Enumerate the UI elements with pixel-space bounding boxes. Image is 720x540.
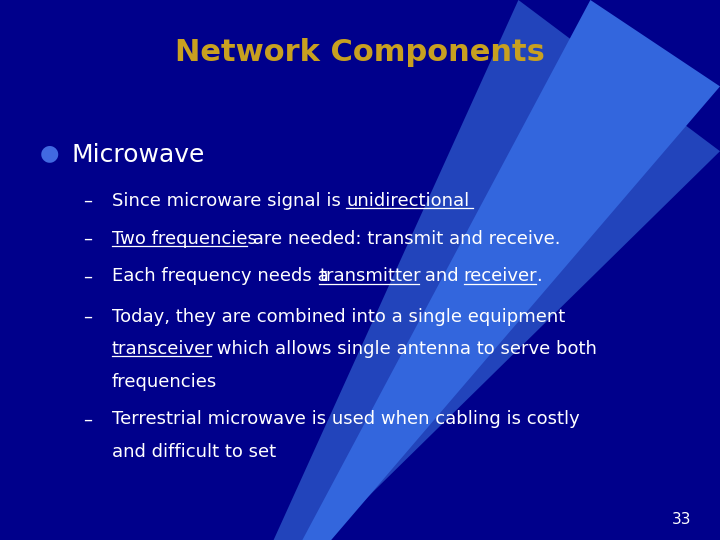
Text: transmitter: transmitter: [319, 267, 421, 285]
Text: transceiver: transceiver: [112, 340, 213, 358]
Text: –: –: [83, 267, 92, 285]
Text: –: –: [83, 410, 92, 428]
Text: frequencies: frequencies: [112, 373, 217, 390]
Polygon shape: [274, 0, 720, 540]
Text: Terrestrial microwave is used when cabling is costly: Terrestrial microwave is used when cabli…: [112, 410, 580, 428]
Text: unidirectional: unidirectional: [346, 192, 469, 210]
Text: –: –: [83, 192, 92, 210]
Text: –: –: [83, 308, 92, 326]
Text: Today, they are combined into a single equipment: Today, they are combined into a single e…: [112, 308, 565, 326]
Text: Each frequency needs a: Each frequency needs a: [112, 267, 334, 285]
Text: Since microware signal is: Since microware signal is: [112, 192, 346, 210]
Text: Network Components: Network Components: [175, 38, 545, 67]
Text: and: and: [418, 267, 464, 285]
Text: .: .: [536, 267, 541, 285]
Text: which allows single antenna to serve both: which allows single antenna to serve bot…: [211, 340, 597, 358]
Text: are needed: transmit and receive.: are needed: transmit and receive.: [247, 230, 560, 247]
Text: Microwave: Microwave: [72, 143, 205, 167]
Text: ●: ●: [40, 143, 59, 163]
Text: and difficult to set: and difficult to set: [112, 443, 276, 461]
Text: receiver: receiver: [464, 267, 537, 285]
Polygon shape: [302, 0, 720, 540]
Text: Two frequencies: Two frequencies: [112, 230, 256, 247]
Text: 33: 33: [672, 511, 691, 526]
Text: –: –: [83, 230, 92, 247]
